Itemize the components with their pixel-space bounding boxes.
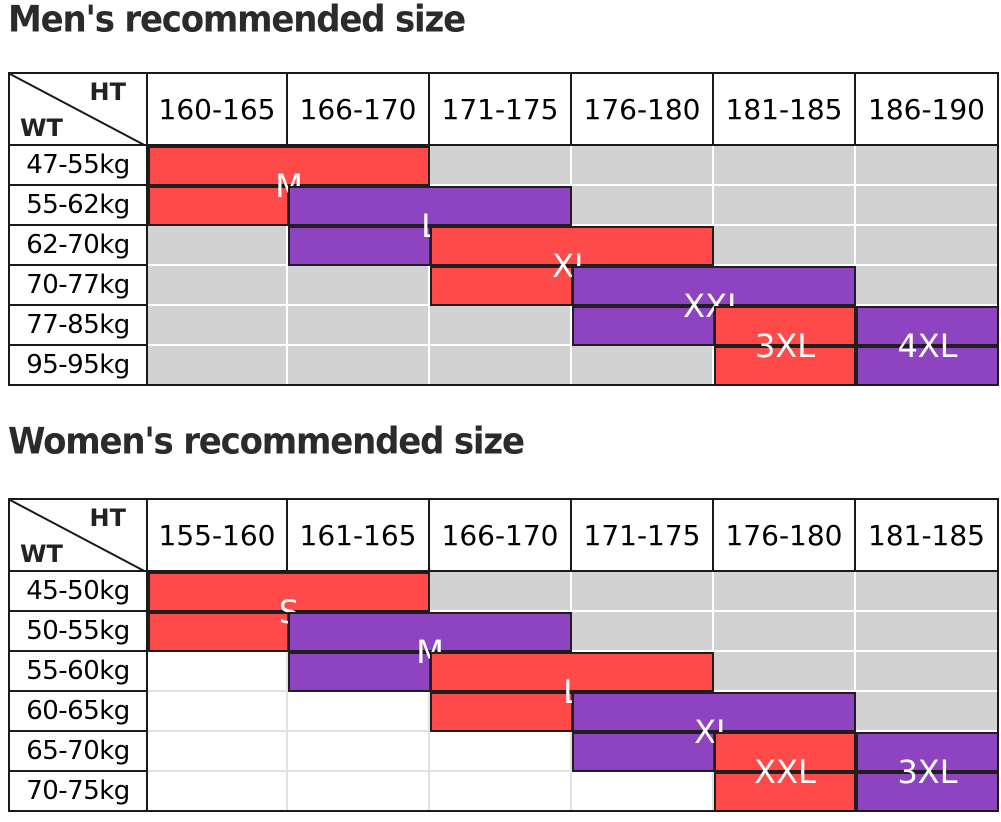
height-header: 160-165 <box>146 72 288 146</box>
empty-cell <box>572 772 714 812</box>
empty-cell <box>148 226 288 266</box>
empty-cell <box>856 692 999 732</box>
empty-cell <box>714 612 856 652</box>
empty-cell <box>430 772 572 812</box>
ht-label: HT <box>89 504 126 532</box>
size-label: 3XL <box>754 327 816 365</box>
empty-cell <box>148 692 288 732</box>
weight-label: 60-65kg <box>8 690 148 732</box>
height-header: 166-170 <box>428 498 572 572</box>
size-block-s <box>148 572 430 612</box>
empty-cell <box>288 772 430 812</box>
size-block-m <box>288 612 572 652</box>
height-header: 161-165 <box>286 498 430 572</box>
height-header: 176-180 <box>712 498 856 572</box>
size-block-3xl <box>856 732 999 772</box>
size-block-l <box>288 186 572 226</box>
empty-cell <box>714 146 856 186</box>
empty-cell <box>714 572 856 612</box>
men-size-chart: HT WT 160-165 166-170 171-175 176-180 181-185 1… <box>8 72 999 390</box>
empty-cell <box>572 612 714 652</box>
height-header: 171-175 <box>570 498 714 572</box>
women-size-chart: HT WT 155-160 161-165 166-170 171-175 176-180 1… <box>8 498 999 816</box>
men-corner-header: HT WT <box>8 72 148 146</box>
weight-label: 55-62kg <box>8 184 148 226</box>
wt-label: WT <box>20 114 63 142</box>
size-block-3xl <box>714 346 856 386</box>
height-header: 176-180 <box>570 72 714 146</box>
empty-cell <box>856 226 999 266</box>
empty-cell <box>856 572 999 612</box>
empty-cell <box>288 732 430 772</box>
wt-label: WT <box>20 540 63 568</box>
size-block-m <box>148 146 430 186</box>
size-block-3xl <box>714 306 856 346</box>
weight-label: 70-77kg <box>8 264 148 306</box>
empty-cell <box>856 652 999 692</box>
empty-cell <box>148 732 288 772</box>
size-block-xl <box>430 226 714 266</box>
weight-label: 77-85kg <box>8 304 148 346</box>
empty-cell <box>288 266 430 306</box>
empty-cell <box>148 772 288 812</box>
empty-cell <box>148 346 288 386</box>
weight-label: 47-55kg <box>8 144 148 186</box>
empty-cell <box>572 572 714 612</box>
men-title: Men's recommended size <box>8 0 466 42</box>
empty-cell <box>288 306 430 346</box>
empty-cell <box>148 266 288 306</box>
size-block-4xl <box>856 306 999 346</box>
size-block-xxl <box>572 266 856 306</box>
weight-label: 45-50kg <box>8 570 148 612</box>
women-title: Women's recommended size <box>8 420 525 464</box>
weight-label: 95-95kg <box>8 344 148 386</box>
corner-diagonal <box>10 74 145 144</box>
weight-label: 70-75kg <box>8 770 148 812</box>
weight-label: 65-70kg <box>8 730 148 772</box>
height-header: 171-175 <box>428 72 572 146</box>
empty-cell <box>714 226 856 266</box>
corner-diagonal <box>10 500 145 570</box>
women-corner-header: HT WT <box>8 498 148 572</box>
weight-label: 55-60kg <box>8 650 148 692</box>
size-label: 3XL <box>897 753 958 791</box>
height-header: 181-185 <box>854 498 999 572</box>
size-block-xxl <box>714 732 856 772</box>
empty-cell <box>856 612 999 652</box>
height-header: 181-185 <box>712 72 856 146</box>
empty-cell <box>430 306 572 346</box>
empty-cell <box>714 652 856 692</box>
empty-cell <box>288 692 430 732</box>
empty-cell <box>856 186 999 226</box>
empty-cell <box>572 346 714 386</box>
empty-cell <box>148 306 288 346</box>
height-header: 166-170 <box>286 72 430 146</box>
size-label: 4XL <box>897 327 958 365</box>
weight-label: 50-55kg <box>8 610 148 652</box>
empty-cell <box>572 146 714 186</box>
size-label: XXL <box>754 753 816 791</box>
size-block-xl <box>572 692 856 732</box>
empty-cell <box>430 146 572 186</box>
empty-cell <box>148 652 288 692</box>
empty-cell <box>430 732 572 772</box>
empty-cell <box>572 186 714 226</box>
empty-cell <box>288 346 430 386</box>
ht-label: HT <box>89 78 126 106</box>
empty-cell <box>430 572 572 612</box>
empty-cell <box>856 146 999 186</box>
empty-cell <box>856 266 999 306</box>
size-block-l <box>430 652 714 692</box>
weight-label: 62-70kg <box>8 224 148 266</box>
empty-cell <box>714 186 856 226</box>
height-header: 155-160 <box>146 498 288 572</box>
size-block-xxl <box>714 772 856 812</box>
empty-cell <box>430 346 572 386</box>
height-header: 186-190 <box>854 72 999 146</box>
